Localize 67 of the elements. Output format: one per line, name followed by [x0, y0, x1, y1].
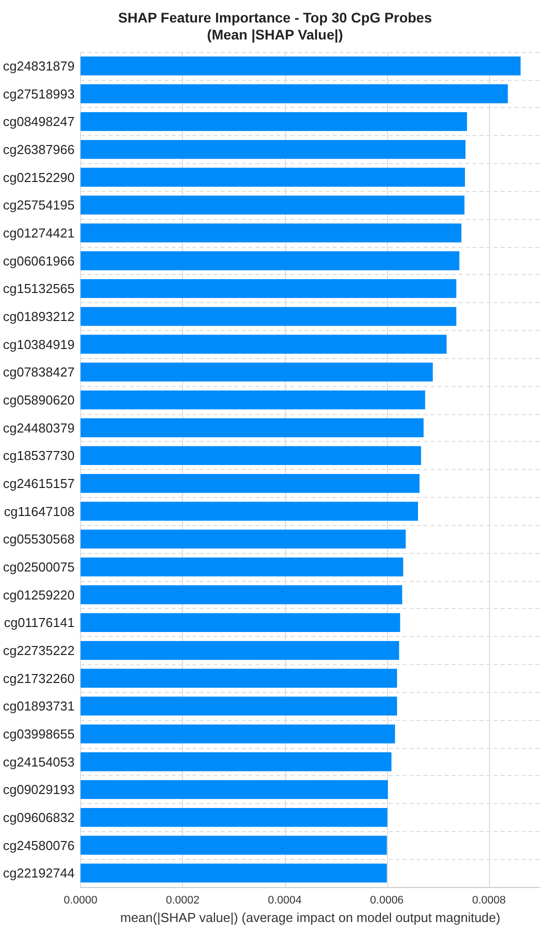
y-tick-label: cg06061966	[2, 253, 75, 268]
bar	[80, 502, 418, 521]
bar	[80, 306, 456, 326]
bar	[80, 752, 392, 772]
y-tick-label: cg11647108	[4, 504, 75, 519]
x-tick-label: 0.0002	[166, 894, 200, 906]
y-tick-label: cg27518993	[2, 86, 75, 102]
bar	[80, 474, 420, 493]
y-tick-label: cg24615157	[2, 476, 75, 491]
bar	[80, 836, 387, 855]
bar	[80, 168, 465, 187]
bar	[80, 362, 433, 382]
y-tick-label: cg01893212	[2, 308, 75, 324]
bar	[80, 279, 456, 298]
bar	[80, 390, 426, 410]
y-tick-label: cg24831879	[2, 58, 75, 74]
y-tick-label: cg02152290	[2, 170, 75, 185]
y-tick-label: cg09606832	[2, 810, 75, 825]
y-tick-label: cg21732260	[2, 670, 75, 686]
y-tick-label: cg25754195	[2, 198, 75, 213]
x-axis-title: mean(|SHAP value|) (average impact on model output magnitude)	[120, 910, 500, 925]
bar	[80, 530, 406, 549]
bar	[80, 724, 396, 744]
y-tick-label: cg24480379	[2, 420, 75, 436]
x-tick-label: 0.0006	[370, 894, 404, 906]
bar	[80, 334, 447, 354]
y-tick-label: cg05890620	[2, 392, 75, 408]
y-tick-label: cg05530568	[2, 532, 75, 547]
x-tick-label: 0.0004	[268, 894, 302, 906]
y-tick-label: cg01176141	[4, 615, 75, 630]
y-tick-label: cg26387966	[2, 142, 75, 157]
y-tick-label: cg03998655	[2, 726, 75, 742]
bar	[80, 640, 400, 660]
y-tick-label: cg08498247	[2, 114, 75, 130]
bar	[80, 864, 387, 883]
bar	[80, 223, 462, 242]
x-tick-label: 0.0000	[64, 894, 98, 906]
y-tick-label: cg10384919	[2, 336, 75, 352]
bar	[80, 446, 422, 466]
bar	[80, 56, 521, 76]
y-tick-label: cg24154053	[2, 754, 75, 770]
bar	[80, 668, 398, 688]
bar	[80, 84, 508, 104]
bar	[80, 112, 467, 132]
bar	[80, 196, 464, 215]
y-tick-label: cg22192744	[2, 866, 75, 881]
x-tick-label: 0.0008	[472, 894, 506, 906]
bar	[80, 251, 460, 270]
bar	[80, 780, 388, 800]
bar	[80, 613, 400, 632]
bar	[80, 585, 402, 604]
y-tick-label: cg07838427	[2, 364, 75, 380]
y-tick-label: cg01259220	[2, 587, 75, 602]
y-tick-label: cg01274421	[2, 225, 75, 240]
bar	[80, 696, 398, 716]
chart-title: SHAP Feature Importance - Top 30 CpG Probes (Mean |SHAP Value|)	[118, 10, 432, 44]
y-tick-label: cg01893731	[2, 698, 75, 714]
y-tick-label: cg15132565	[2, 281, 75, 296]
y-tick-label: cg22735222	[2, 642, 75, 658]
bar	[80, 557, 404, 576]
y-tick-label: cg18537730	[2, 448, 75, 464]
bar	[80, 808, 388, 827]
y-tick-label: cg09029193	[2, 782, 75, 798]
bar	[80, 418, 424, 438]
y-tick-label: cg24580076	[2, 838, 75, 853]
y-tick-label: cg02500075	[2, 559, 75, 574]
bar	[80, 140, 466, 159]
